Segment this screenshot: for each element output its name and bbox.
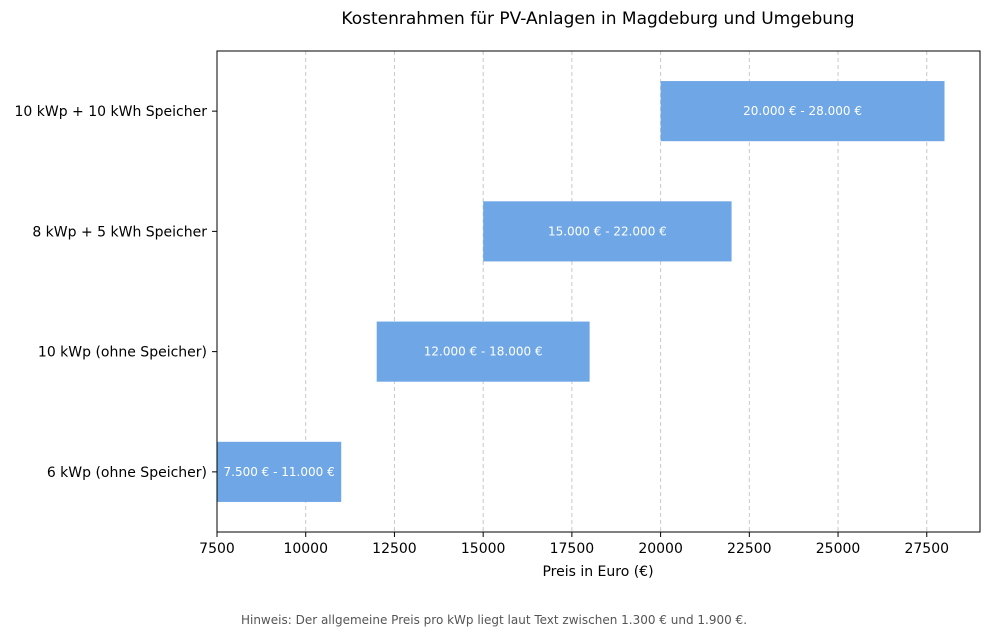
bar-label: 12.000 € - 18.000 € <box>424 345 543 359</box>
x-tick-label: 7500 <box>199 541 235 557</box>
x-axis-ticks: 7500 10000 12500 15000 17500 20000 22500 25000 2… <box>199 532 949 557</box>
bar-3 <box>483 201 732 262</box>
footnote: Hinweis: Der allgemeine Preis pro kWp li… <box>241 613 747 627</box>
x-tick-label: 17500 <box>550 541 595 557</box>
bar-label: 7.500 € - 11.000 € <box>224 465 335 479</box>
bar-label: 15.000 € - 22.000 € <box>548 224 667 238</box>
bars: 7.500 € - 11.000 € 12.000 € - 18.000 € 15.… <box>217 81 945 502</box>
x-tick-label: 12500 <box>372 541 417 557</box>
chart-title: Kostenrahmen für PV-Anlagen in Magdeburg… <box>341 9 854 29</box>
plot-area <box>216 50 981 533</box>
x-tick-label: 27500 <box>904 541 949 557</box>
x-tick-label: 20000 <box>638 541 683 557</box>
y-axis-ticks: 6 kWp (ohne Speicher) 10 kWp (ohne Speich… <box>15 104 217 481</box>
x-tick-label: 22500 <box>727 541 772 557</box>
bar-2 <box>376 321 590 382</box>
y-tick-label: 8 kWp + 5 kWh Speicher <box>32 224 207 240</box>
bar-4 <box>660 81 945 142</box>
y-tick-label: 10 kWp + 10 kWh Speicher <box>15 104 208 120</box>
y-tick-label: 10 kWp (ohne Speicher) <box>38 345 207 361</box>
bar-label: 20.000 € - 28.000 € <box>743 104 862 118</box>
x-tick-label: 15000 <box>461 541 506 557</box>
x-axis-label: Preis in Euro (€) <box>542 564 653 580</box>
x-tick-label: 25000 <box>816 541 861 557</box>
bar-1 <box>217 441 342 502</box>
y-tick-label: 6 kWp (ohne Speicher) <box>47 465 207 481</box>
x-tick-label: 10000 <box>283 541 328 557</box>
